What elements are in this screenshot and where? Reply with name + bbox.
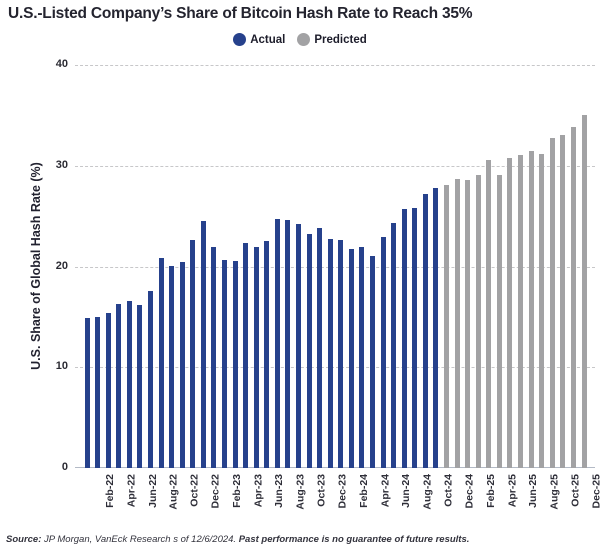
bar-actual-Jan-22 <box>84 317 90 468</box>
source-note: JP Morgan, VanEck Research s of 12/6/202… <box>44 534 239 545</box>
source-prefix: Source: <box>6 534 45 545</box>
x-tick-label-Feb-22: Feb-22 <box>104 474 117 508</box>
gridline-20 <box>75 266 595 268</box>
x-tick-label-Dec-23: Dec-23 <box>336 474 349 509</box>
bar-predicted-Jan-25 <box>465 179 471 468</box>
bar-actual-Mar-22 <box>105 312 111 468</box>
legend-item-predicted: Predicted <box>297 33 367 46</box>
predicted-series-dot-icon <box>297 33 311 46</box>
y-tick-label-10: 10 <box>55 360 68 373</box>
bar-actual-Jun-24 <box>391 223 397 468</box>
x-tick-label-Apr-25: Apr-25 <box>505 474 518 508</box>
bar-actual-Mar-23 <box>232 261 238 468</box>
x-tick-label-Dec-24: Dec-24 <box>463 474 476 509</box>
y-tick-label-40: 40 <box>55 58 68 70</box>
x-tick-label-Oct-24: Oct-24 <box>442 474 455 507</box>
bar-actual-Feb-23 <box>221 260 227 468</box>
x-tick-label-Jun-25: Jun-25 <box>527 474 540 508</box>
x-tick-label-Feb-23: Feb-23 <box>230 474 243 508</box>
bar-predicted-Aug-25 <box>539 153 545 468</box>
legend: Actual Predicted <box>0 33 600 46</box>
bar-actual-Jul-24 <box>401 209 407 468</box>
bar-predicted-Jun-25 <box>518 154 524 468</box>
y-axis-tick-labels: 0 10 20 30 40 <box>0 58 70 473</box>
x-tick-label-Apr-22: Apr-22 <box>125 474 138 508</box>
bar-actual-Nov-22 <box>190 240 196 468</box>
bar-predicted-Sep-25 <box>549 137 555 468</box>
bar-predicted-Oct-25 <box>560 134 566 468</box>
y-tick-label-30: 30 <box>55 158 68 171</box>
x-tick-label-Jun-23: Jun-23 <box>273 474 286 508</box>
bar-actual-Mar-24 <box>359 247 365 468</box>
y-tick-label-20: 20 <box>55 259 68 272</box>
gridline-10 <box>75 367 595 369</box>
gridline-30 <box>75 165 595 167</box>
bar-predicted-Nov-24 <box>444 184 450 468</box>
bar-actual-Oct-24 <box>433 187 439 468</box>
bar-predicted-Dec-24 <box>454 178 460 468</box>
bar-actual-May-23 <box>253 247 259 468</box>
bar-actual-Feb-24 <box>348 249 354 468</box>
bar-actual-May-22 <box>126 300 132 468</box>
x-axis-tick-labels: Feb-22 Apr-22 Jun-22 Aug-22 Oct-22 Dec-22 Feb-… <box>75 474 600 529</box>
bar-actual-Jul-22 <box>147 290 153 468</box>
x-tick-label-Aug-24: Aug-24 <box>421 474 434 510</box>
bar-predicted-Nov-25 <box>570 127 576 468</box>
bar-actual-Dec-23 <box>327 239 333 468</box>
bar-actual-May-24 <box>380 237 386 468</box>
x-tick-label-Oct-23: Oct-23 <box>315 474 328 507</box>
actual-series-dot-icon <box>233 33 247 46</box>
bar-actual-Dec-22 <box>200 221 206 468</box>
x-tick-label-Feb-24: Feb-24 <box>357 474 370 508</box>
bar-predicted-Jul-25 <box>528 150 534 468</box>
plot-area <box>75 65 595 468</box>
source-line: Source: JP Morgan, VanEck Research s of … <box>6 534 469 545</box>
x-tick-label-Dec-25: Dec-25 <box>590 474 600 509</box>
bar-actual-Sep-24 <box>422 193 428 468</box>
x-tick-label-Oct-25: Oct-25 <box>569 474 582 507</box>
bar-actual-Feb-22 <box>95 316 101 468</box>
legend-item-actual: Actual <box>233 33 285 46</box>
y-tick-label-0: 0 <box>61 461 68 473</box>
x-tick-label-Jun-24: Jun-24 <box>400 474 413 508</box>
page-title: U.S.-Listed Company’s Share of Bitcoin H… <box>8 5 473 22</box>
x-tick-label-Jun-22: Jun-22 <box>146 474 159 508</box>
x-tick-label-Aug-22: Aug-22 <box>167 474 180 510</box>
bar-actual-Jul-23 <box>274 219 280 468</box>
legend-label-actual: Actual <box>250 33 286 46</box>
bar-actual-Apr-24 <box>370 256 375 468</box>
bar-actual-Aug-22 <box>158 258 164 468</box>
bar-predicted-Dec-25 <box>581 115 587 468</box>
bar-actual-Sep-23 <box>295 224 301 468</box>
bar-actual-Jun-22 <box>137 304 143 468</box>
bar-actual-Aug-24 <box>412 208 418 468</box>
bar-predicted-May-25 <box>507 157 513 468</box>
gridline-40 <box>75 65 595 66</box>
bar-actual-Jun-23 <box>264 241 270 468</box>
x-tick-label-Oct-22: Oct-22 <box>188 474 201 507</box>
x-tick-label-Aug-23: Aug-23 <box>294 474 307 510</box>
bar-predicted-Feb-25 <box>475 174 481 468</box>
bar-actual-Jan-24 <box>338 240 344 468</box>
bar-actual-Aug-23 <box>285 220 291 468</box>
x-tick-label-Aug-25: Aug-25 <box>548 474 561 510</box>
bar-predicted-Apr-25 <box>496 174 502 468</box>
bar-actual-Apr-22 <box>116 303 122 468</box>
source-disclaimer: Past performance is no guarantee of futu… <box>238 534 470 545</box>
bar-actual-Oct-22 <box>179 262 185 468</box>
bar-actual-Apr-23 <box>243 243 249 468</box>
x-axis-line <box>75 467 595 468</box>
bar-actual-Jan-23 <box>211 247 217 468</box>
x-tick-label-Apr-24: Apr-24 <box>379 474 392 508</box>
bar-actual-Nov-23 <box>317 228 323 468</box>
x-tick-label-Dec-22: Dec-22 <box>209 474 222 509</box>
bar-predicted-Mar-25 <box>486 159 492 468</box>
bar-actual-Oct-23 <box>306 234 312 468</box>
x-tick-label-Apr-23: Apr-23 <box>252 474 265 508</box>
x-tick-label-Feb-25: Feb-25 <box>484 474 497 508</box>
bar-actual-Sep-22 <box>169 265 175 468</box>
legend-label-predicted: Predicted <box>314 33 367 46</box>
